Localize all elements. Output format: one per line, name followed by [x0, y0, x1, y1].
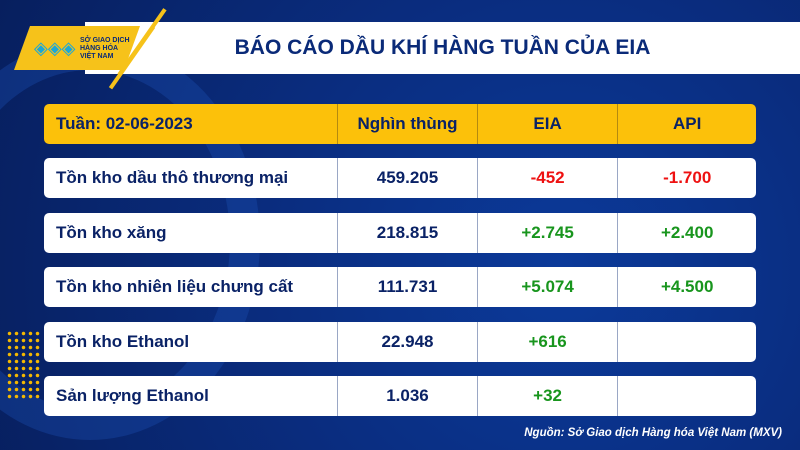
header-eia: EIA — [476, 104, 618, 144]
header-unit: Nghìn thùng — [337, 104, 477, 144]
row-eia: +2.745 — [476, 213, 618, 253]
row-value: 218.815 — [337, 213, 477, 253]
logo-line: HÀNG HÓA — [80, 45, 119, 52]
row-label: Tồn kho Ethanol — [56, 332, 190, 351]
row-api — [617, 322, 756, 362]
table-row: Sản lượng Ethanol 1.036 +32 — [44, 376, 756, 416]
row-api: +4.500 — [617, 267, 756, 307]
logo-line: SỞ GIAO DỊCH — [80, 37, 130, 44]
title-bar — [85, 22, 800, 74]
row-api: +2.400 — [617, 213, 756, 253]
row-value: 111.731 — [337, 267, 477, 307]
row-api: -1.700 — [617, 158, 756, 198]
row-label: Sản lượng Ethanol — [56, 386, 209, 405]
row-api — [617, 376, 756, 416]
row-eia: +5.074 — [476, 267, 618, 307]
row-eia: -452 — [476, 158, 618, 198]
decorative-dots — [6, 330, 42, 400]
header-api: API — [617, 104, 756, 144]
row-eia: +616 — [476, 322, 618, 362]
row-label: Tồn kho dầu thô thương mại — [56, 168, 289, 187]
table-header: Tuần: 02-06-2023 Nghìn thùng EIA API — [44, 104, 756, 144]
table-row: Tồn kho dầu thô thương mại 459.205 -452 … — [44, 158, 756, 198]
source-note: Nguồn: Sở Giao dịch Hàng hóa Việt Nam (M… — [524, 427, 782, 439]
header-week: Tuần: 02-06-2023 — [56, 114, 193, 133]
row-eia: +32 — [476, 376, 618, 416]
logo-icon: ◈◈◈ — [34, 38, 76, 58]
row-value: 459.205 — [337, 158, 477, 198]
row-label: Tồn kho nhiên liệu chưng cất — [56, 277, 294, 296]
logo-text: SỞ GIAO DỊCH HÀNG HÓA VIỆT NAM — [80, 37, 130, 61]
page-title: BÁO CÁO DẦU KHÍ HÀNG TUẦN CỦA EIA — [234, 36, 651, 59]
row-value: 1.036 — [337, 376, 477, 416]
logo-line: VIỆT NAM — [80, 53, 114, 60]
table-row: Tồn kho Ethanol 22.948 +616 — [44, 322, 756, 362]
row-label: Tồn kho xăng — [56, 223, 167, 242]
table-row: Tồn kho xăng 218.815 +2.745 +2.400 — [44, 213, 756, 253]
table-row: Tồn kho nhiên liệu chưng cất 111.731 +5.… — [44, 267, 756, 307]
row-value: 22.948 — [337, 322, 477, 362]
